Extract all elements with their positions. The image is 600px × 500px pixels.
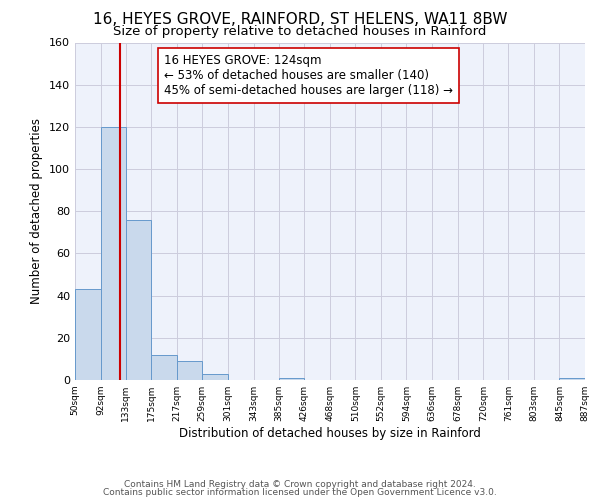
Bar [279, 378, 304, 380]
Text: Contains public sector information licensed under the Open Government Licence v3: Contains public sector information licen… [103, 488, 497, 497]
Y-axis label: Number of detached properties: Number of detached properties [31, 118, 43, 304]
Text: 16 HEYES GROVE: 124sqm
← 53% of detached houses are smaller (140)
45% of semi-de: 16 HEYES GROVE: 124sqm ← 53% of detached… [164, 54, 453, 98]
Text: Size of property relative to detached houses in Rainford: Size of property relative to detached ho… [113, 25, 487, 38]
Bar [75, 290, 101, 380]
Bar [101, 127, 125, 380]
Text: 16, HEYES GROVE, RAINFORD, ST HELENS, WA11 8BW: 16, HEYES GROVE, RAINFORD, ST HELENS, WA… [93, 12, 507, 28]
Text: Contains HM Land Registry data © Crown copyright and database right 2024.: Contains HM Land Registry data © Crown c… [124, 480, 476, 489]
Bar [559, 378, 585, 380]
Bar [151, 354, 177, 380]
Bar [177, 361, 202, 380]
X-axis label: Distribution of detached houses by size in Rainford: Distribution of detached houses by size … [179, 427, 481, 440]
Bar [125, 220, 151, 380]
Bar [202, 374, 228, 380]
